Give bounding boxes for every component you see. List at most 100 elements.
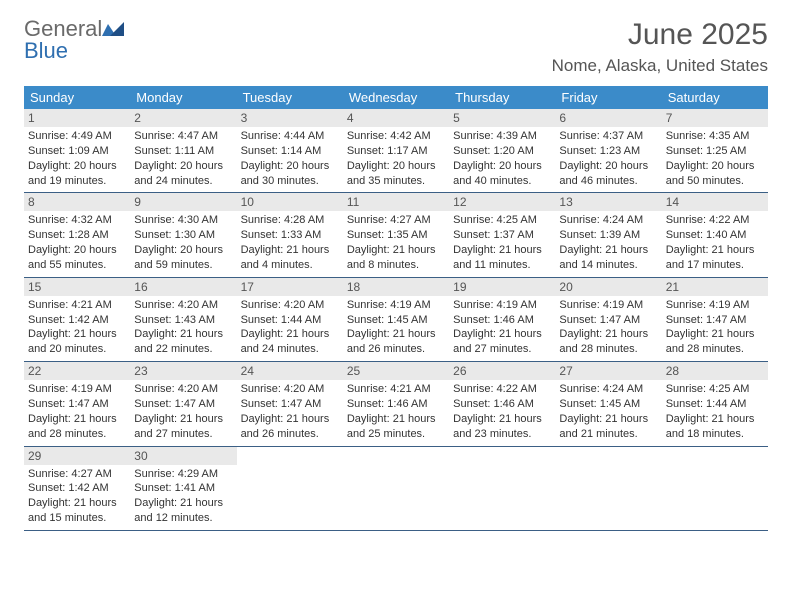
- sunset-text: Sunset: 1:17 AM: [347, 144, 445, 159]
- sunrise-text: Sunrise: 4:29 AM: [134, 467, 232, 482]
- daylight-text: Daylight: 21 hours and 4 minutes.: [241, 243, 339, 273]
- sunrise-text: Sunrise: 4:19 AM: [28, 382, 126, 397]
- sunset-text: Sunset: 1:46 AM: [347, 397, 445, 412]
- cell-body: Sunrise: 4:22 AMSunset: 1:46 AMDaylight:…: [453, 382, 551, 441]
- calendar-cell: 25Sunrise: 4:21 AMSunset: 1:46 AMDayligh…: [343, 362, 449, 445]
- calendar-cell: 13Sunrise: 4:24 AMSunset: 1:39 AMDayligh…: [555, 193, 661, 276]
- cell-body: Sunrise: 4:21 AMSunset: 1:42 AMDaylight:…: [28, 298, 126, 357]
- date-number: 6: [555, 109, 661, 127]
- sunset-text: Sunset: 1:47 AM: [666, 313, 764, 328]
- date-number: 21: [662, 278, 768, 296]
- sunset-text: Sunset: 1:25 AM: [666, 144, 764, 159]
- date-number: 27: [555, 362, 661, 380]
- day-header-tue: Tuesday: [237, 86, 343, 109]
- page: General Blue June 2025 Nome, Alaska, Uni…: [0, 0, 792, 551]
- week-row: 1 Sunrise: 4:49 AMSunset: 1:09 AMDaylight…: [24, 109, 768, 193]
- daylight-text: Daylight: 21 hours and 8 minutes.: [347, 243, 445, 273]
- daylight-text: Daylight: 20 hours and 35 minutes.: [347, 159, 445, 189]
- date-number: 30: [130, 447, 236, 465]
- sunset-text: Sunset: 1:09 AM: [28, 144, 126, 159]
- calendar-cell: 2 Sunrise: 4:47 AMSunset: 1:11 AMDaylight…: [130, 109, 236, 192]
- cell-body: Sunrise: 4:19 AMSunset: 1:45 AMDaylight:…: [347, 298, 445, 357]
- sunset-text: Sunset: 1:28 AM: [28, 228, 126, 243]
- date-number: 17: [237, 278, 343, 296]
- sunrise-text: Sunrise: 4:21 AM: [347, 382, 445, 397]
- title-box: June 2025 Nome, Alaska, United States: [552, 18, 768, 76]
- daylight-text: Daylight: 21 hours and 17 minutes.: [666, 243, 764, 273]
- daylight-text: Daylight: 21 hours and 28 minutes.: [28, 412, 126, 442]
- weeks-container: 1 Sunrise: 4:49 AMSunset: 1:09 AMDaylight…: [24, 109, 768, 531]
- daylight-text: Daylight: 21 hours and 27 minutes.: [453, 327, 551, 357]
- sunrise-text: Sunrise: 4:27 AM: [28, 467, 126, 482]
- daylight-text: Daylight: 21 hours and 15 minutes.: [28, 496, 126, 526]
- date-number: 11: [343, 193, 449, 211]
- date-number: 14: [662, 193, 768, 211]
- day-header-row: Sunday Monday Tuesday Wednesday Thursday…: [24, 86, 768, 109]
- date-number: 15: [24, 278, 130, 296]
- daylight-text: Daylight: 21 hours and 27 minutes.: [134, 412, 232, 442]
- calendar-cell: 19 Sunrise: 4:19 AMSunset: 1:46 AMDayligh…: [449, 278, 555, 361]
- sunrise-text: Sunrise: 4:27 AM: [347, 213, 445, 228]
- date-number: 1: [24, 109, 130, 127]
- sunrise-text: Sunrise: 4:47 AM: [134, 129, 232, 144]
- sunrise-text: Sunrise: 4:21 AM: [28, 298, 126, 313]
- daylight-text: Daylight: 21 hours and 25 minutes.: [347, 412, 445, 442]
- date-number: 13: [555, 193, 661, 211]
- sunset-text: Sunset: 1:43 AM: [134, 313, 232, 328]
- sunrise-text: Sunrise: 4:19 AM: [559, 298, 657, 313]
- daylight-text: Daylight: 21 hours and 28 minutes.: [559, 327, 657, 357]
- daylight-text: Daylight: 20 hours and 59 minutes.: [134, 243, 232, 273]
- sunrise-text: Sunrise: 4:19 AM: [347, 298, 445, 313]
- calendar-cell-empty: [555, 447, 661, 530]
- daylight-text: Daylight: 20 hours and 30 minutes.: [241, 159, 339, 189]
- sunrise-text: Sunrise: 4:20 AM: [241, 382, 339, 397]
- calendar-cell: 21Sunrise: 4:19 AMSunset: 1:47 AMDayligh…: [662, 278, 768, 361]
- calendar-cell: 15 Sunrise: 4:21 AMSunset: 1:42 AMDayligh…: [24, 278, 130, 361]
- cell-body: Sunrise: 4:49 AMSunset: 1:09 AMDaylight:…: [28, 129, 126, 188]
- cell-body: Sunrise: 4:42 AMSunset: 1:17 AMDaylight:…: [347, 129, 445, 188]
- sunrise-text: Sunrise: 4:19 AM: [453, 298, 551, 313]
- date-number: 19: [449, 278, 555, 296]
- sunrise-text: Sunrise: 4:30 AM: [134, 213, 232, 228]
- daylight-text: Daylight: 20 hours and 50 minutes.: [666, 159, 764, 189]
- sunset-text: Sunset: 1:45 AM: [559, 397, 657, 412]
- calendar-cell: 18Sunrise: 4:19 AMSunset: 1:45 AMDayligh…: [343, 278, 449, 361]
- cell-body: Sunrise: 4:47 AMSunset: 1:11 AMDaylight:…: [134, 129, 232, 188]
- sunrise-text: Sunrise: 4:20 AM: [134, 298, 232, 313]
- calendar-cell: 12Sunrise: 4:25 AMSunset: 1:37 AMDayligh…: [449, 193, 555, 276]
- date-number: 22: [24, 362, 130, 380]
- calendar-cell: 26Sunrise: 4:22 AMSunset: 1:46 AMDayligh…: [449, 362, 555, 445]
- calendar-cell: 8Sunrise: 4:32 AMSunset: 1:28 AMDaylight…: [24, 193, 130, 276]
- cell-body: Sunrise: 4:39 AMSunset: 1:20 AMDaylight:…: [453, 129, 551, 188]
- date-number: 5: [449, 109, 555, 127]
- sunset-text: Sunset: 1:41 AM: [134, 481, 232, 496]
- date-number: 2: [130, 109, 236, 127]
- cell-body: Sunrise: 4:25 AMSunset: 1:44 AMDaylight:…: [666, 382, 764, 441]
- month-title: June 2025: [552, 18, 768, 52]
- sunset-text: Sunset: 1:46 AM: [453, 313, 551, 328]
- sunset-text: Sunset: 1:11 AM: [134, 144, 232, 159]
- sunset-text: Sunset: 1:33 AM: [241, 228, 339, 243]
- cell-body: Sunrise: 4:20 AMSunset: 1:43 AMDaylight:…: [134, 298, 232, 357]
- sunset-text: Sunset: 1:47 AM: [559, 313, 657, 328]
- calendar-cell: 27 Sunrise: 4:24 AMSunset: 1:45 AMDayligh…: [555, 362, 661, 445]
- daylight-text: Daylight: 21 hours and 11 minutes.: [453, 243, 551, 273]
- logo: General Blue: [24, 18, 124, 62]
- daylight-text: Daylight: 21 hours and 22 minutes.: [134, 327, 232, 357]
- header-row: General Blue June 2025 Nome, Alaska, Uni…: [24, 18, 768, 76]
- calendar-cell: 17Sunrise: 4:20 AMSunset: 1:44 AMDayligh…: [237, 278, 343, 361]
- sunset-text: Sunset: 1:20 AM: [453, 144, 551, 159]
- date-number: 24: [237, 362, 343, 380]
- daylight-text: Daylight: 20 hours and 40 minutes.: [453, 159, 551, 189]
- date-number: 23: [130, 362, 236, 380]
- daylight-text: Daylight: 21 hours and 21 minutes.: [559, 412, 657, 442]
- day-header-thu: Thursday: [449, 86, 555, 109]
- sunrise-text: Sunrise: 4:20 AM: [241, 298, 339, 313]
- cell-body: Sunrise: 4:29 AMSunset: 1:41 AMDaylight:…: [134, 467, 232, 526]
- date-number: 29: [24, 447, 130, 465]
- sunrise-text: Sunrise: 4:24 AM: [559, 382, 657, 397]
- calendar-cell: 7Sunrise: 4:35 AMSunset: 1:25 AMDaylight…: [662, 109, 768, 192]
- daylight-text: Daylight: 21 hours and 20 minutes.: [28, 327, 126, 357]
- date-number: 4: [343, 109, 449, 127]
- calendar-cell: 6Sunrise: 4:37 AMSunset: 1:23 AMDaylight…: [555, 109, 661, 192]
